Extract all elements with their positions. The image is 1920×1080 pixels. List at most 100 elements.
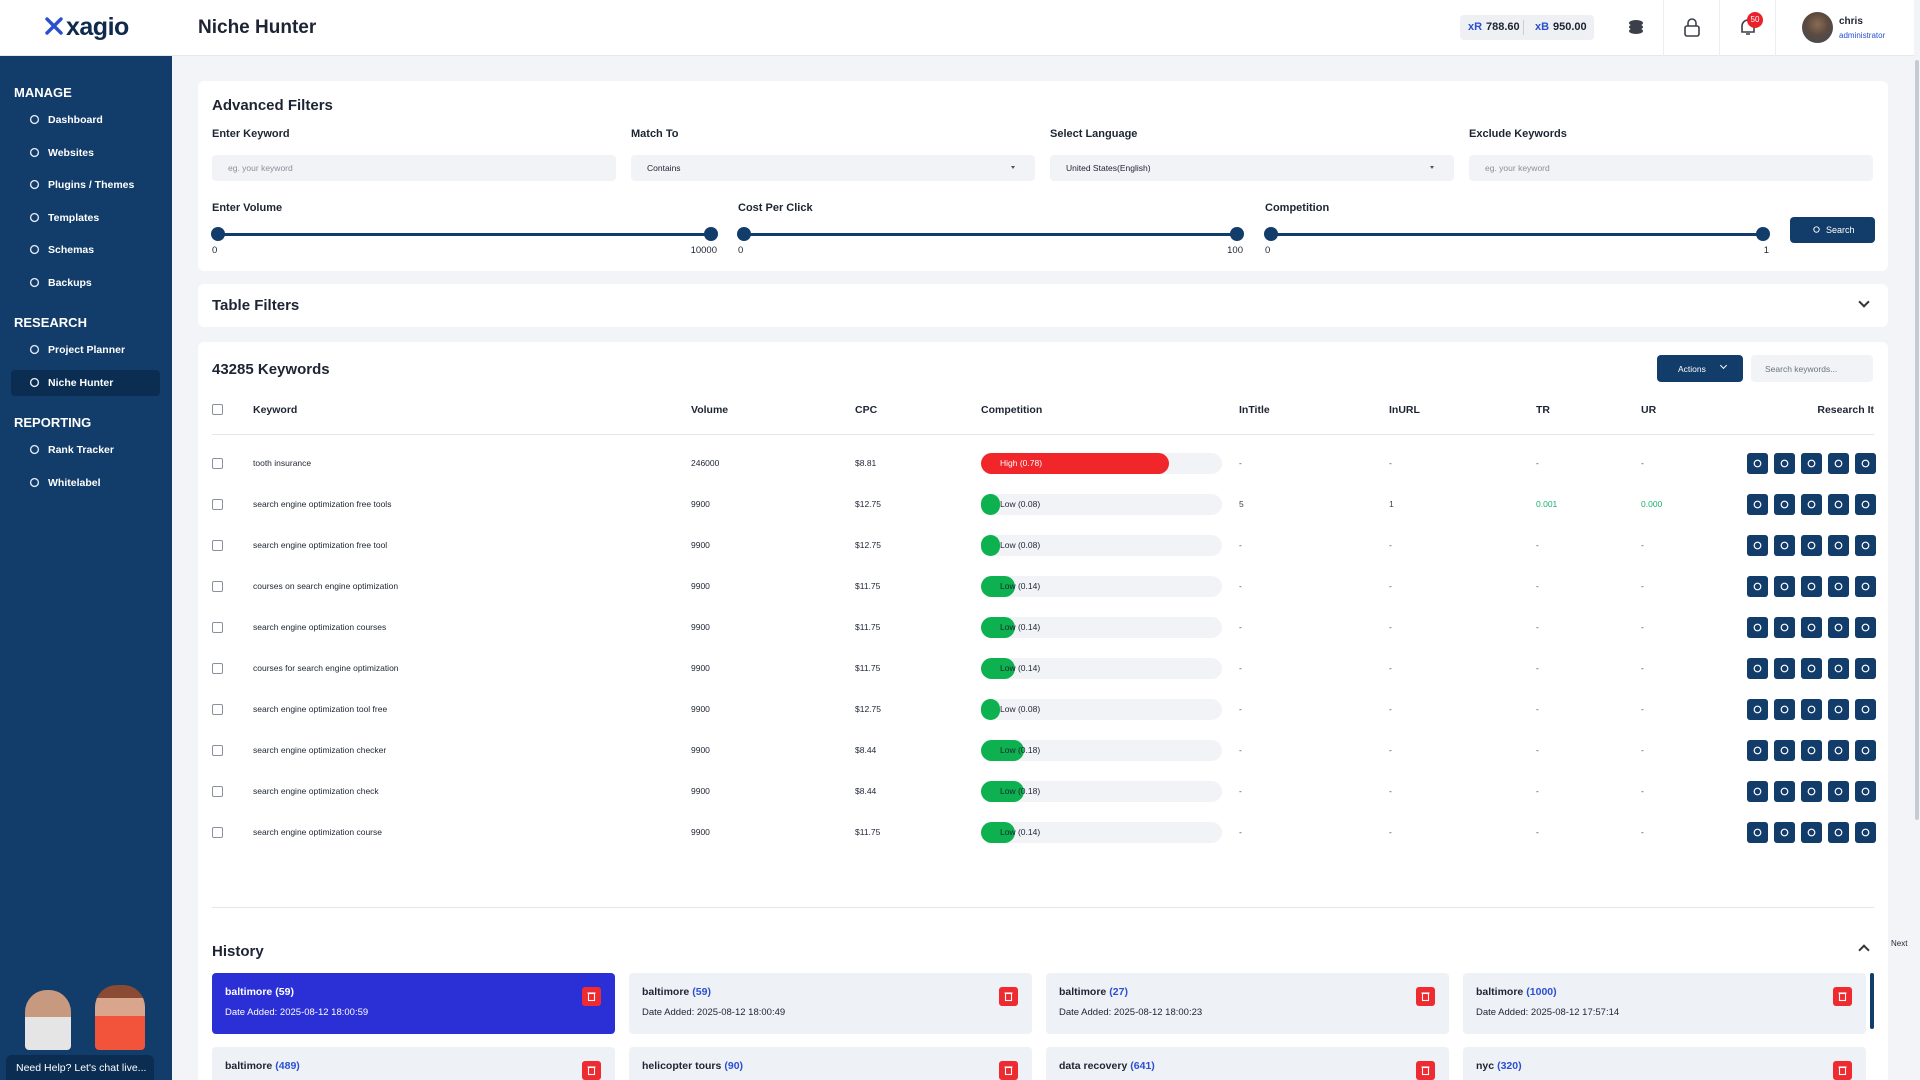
research-button[interactable]: [1747, 453, 1768, 474]
delete-button[interactable]: [582, 1061, 601, 1080]
column-header[interactable]: InTitle: [1239, 404, 1270, 416]
history-item[interactable]: baltimore (59) Date Added: 2025-08-12 18:0…: [212, 973, 615, 1034]
chat-text[interactable]: Need Help? Let's chat live...: [16, 1062, 147, 1074]
research-button[interactable]: [1828, 658, 1849, 680]
research-button[interactable]: [1801, 576, 1822, 598]
research-button[interactable]: [1801, 617, 1822, 639]
research-button[interactable]: [1828, 535, 1849, 557]
nav-item[interactable]: Dashboard: [48, 114, 103, 126]
research-button[interactable]: [1855, 699, 1876, 721]
research-button[interactable]: [1855, 453, 1876, 474]
delete-button[interactable]: [582, 987, 601, 1006]
research-button[interactable]: [1747, 658, 1768, 680]
research-button[interactable]: [1801, 453, 1822, 474]
research-button[interactable]: [1801, 781, 1822, 803]
column-header[interactable]: CPC: [855, 404, 878, 416]
research-button[interactable]: [1855, 535, 1876, 557]
delete-button[interactable]: [1833, 1061, 1852, 1080]
nav-item[interactable]: Niche Hunter: [48, 376, 114, 389]
chevron[interactable]: [1858, 296, 1870, 308]
delete-button[interactable]: [1833, 987, 1852, 1006]
nav-item[interactable]: Websites: [48, 146, 94, 159]
column-header[interactable]: Volume: [691, 404, 729, 416]
nav-item[interactable]: Whitelabel: [48, 476, 101, 489]
checkbox[interactable]: [212, 458, 223, 469]
research-button[interactable]: [1747, 699, 1768, 721]
research-button[interactable]: [1801, 822, 1822, 844]
nav-item[interactable]: Plugins / Themes: [48, 179, 135, 191]
chevron[interactable]: [1858, 944, 1870, 956]
input[interactable]: eg. your keyword: [212, 155, 616, 181]
slider-handle[interactable]: [704, 227, 718, 241]
research-button[interactable]: [1774, 822, 1795, 844]
research-button[interactable]: [1774, 535, 1795, 557]
page-link[interactable]: Next: [1891, 939, 1908, 948]
history-item[interactable]: nyc (320): [1463, 1047, 1866, 1080]
research-button[interactable]: [1828, 453, 1849, 474]
column-header[interactable]: InURL: [1389, 404, 1420, 416]
actions-button[interactable]: Actions: [1657, 355, 1743, 382]
checkbox[interactable]: [212, 540, 223, 552]
research-button[interactable]: [1747, 822, 1768, 844]
research-button[interactable]: [1828, 617, 1849, 639]
history-item[interactable]: helicopter tours (90): [629, 1047, 1032, 1080]
research-button[interactable]: [1828, 822, 1849, 844]
research-button[interactable]: [1774, 781, 1795, 803]
checkbox[interactable]: [212, 499, 223, 511]
research-button[interactable]: [1801, 658, 1822, 680]
checkbox[interactable]: [212, 704, 223, 716]
research-button[interactable]: [1828, 699, 1849, 721]
search-button[interactable]: Search: [1790, 217, 1875, 243]
checkbox[interactable]: [212, 581, 223, 593]
chat-bar[interactable]: Need Help? Let's chat live...: [6, 1055, 154, 1080]
search-input[interactable]: Search keywords...: [1751, 355, 1873, 382]
input[interactable]: eg. your keyword: [1469, 155, 1873, 181]
slider-handle[interactable]: [1264, 227, 1278, 241]
input[interactable]: Contains: [631, 155, 1035, 181]
research-button[interactable]: [1855, 740, 1876, 762]
research-button[interactable]: [1828, 740, 1849, 762]
research-button[interactable]: [1855, 658, 1876, 680]
nav-item[interactable]: Templates: [48, 211, 100, 224]
research-button[interactable]: [1855, 494, 1876, 516]
research-button[interactable]: [1747, 494, 1768, 516]
delete-button[interactable]: [999, 1061, 1018, 1080]
history-item[interactable]: baltimore (1000) Date Added: 2025-08-12 17…: [1463, 973, 1866, 1034]
input[interactable]: United States(English): [1050, 155, 1454, 181]
research-button[interactable]: [1747, 781, 1768, 803]
research-button[interactable]: [1855, 617, 1876, 639]
slider-handle[interactable]: [1230, 227, 1244, 241]
checkbox[interactable]: [212, 404, 223, 415]
checkbox[interactable]: [212, 786, 223, 798]
column-header[interactable]: TR: [1536, 404, 1550, 416]
checkbox[interactable]: [212, 622, 223, 634]
research-button[interactable]: [1774, 494, 1795, 516]
research-button[interactable]: [1747, 576, 1768, 598]
history-item[interactable]: baltimore (489): [212, 1047, 615, 1080]
nav-item[interactable]: Project Planner: [48, 344, 126, 356]
slider-handle[interactable]: [211, 227, 225, 241]
research-button[interactable]: [1801, 494, 1822, 516]
research-button[interactable]: [1855, 576, 1876, 598]
column-header[interactable]: Keyword: [253, 404, 298, 416]
checkbox[interactable]: [212, 745, 223, 757]
research-button[interactable]: [1747, 617, 1768, 639]
delete-button[interactable]: [999, 987, 1018, 1006]
slider-handle[interactable]: [737, 227, 751, 241]
research-button[interactable]: [1747, 740, 1768, 762]
checkbox[interactable]: [212, 827, 223, 839]
research-button[interactable]: [1774, 740, 1795, 762]
research-button[interactable]: [1828, 781, 1849, 803]
delete-button[interactable]: [1416, 987, 1435, 1006]
nav-item[interactable]: Schemas: [48, 244, 95, 256]
research-button[interactable]: [1828, 494, 1849, 516]
column-header[interactable]: Competition: [981, 404, 1043, 416]
research-button[interactable]: [1801, 699, 1822, 721]
lock-icon[interactable]: [1681, 16, 1703, 38]
history-item[interactable]: baltimore (59) Date Added: 2025-08-12 18:0…: [629, 973, 1032, 1034]
nav-item[interactable]: Rank Tracker: [48, 444, 114, 456]
checkbox[interactable]: [212, 663, 223, 675]
coins-icon[interactable]: [1625, 16, 1647, 38]
column-header[interactable]: Research It: [1817, 404, 1874, 416]
research-button[interactable]: [1828, 576, 1849, 598]
